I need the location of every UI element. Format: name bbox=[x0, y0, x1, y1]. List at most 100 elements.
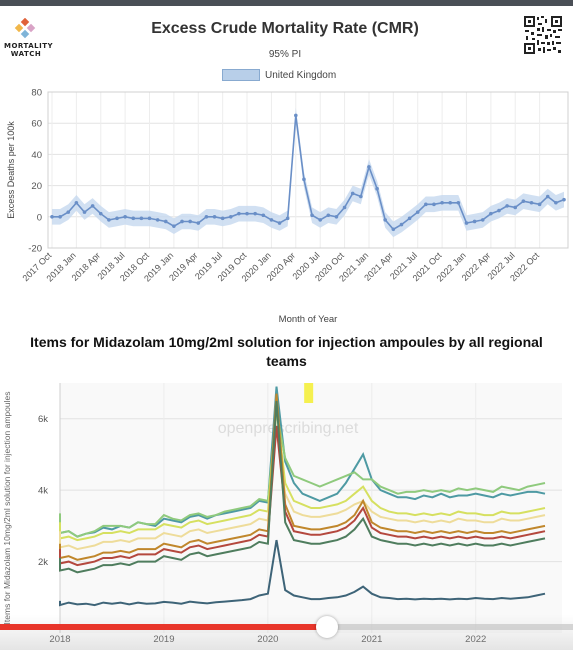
y-tick-label: 60 bbox=[31, 119, 42, 130]
data-point bbox=[554, 200, 558, 205]
data-point bbox=[399, 222, 404, 227]
data-point bbox=[407, 216, 412, 221]
data-point bbox=[220, 216, 225, 221]
series-line-2 bbox=[59, 411, 546, 538]
data-point bbox=[90, 204, 95, 208]
data-point bbox=[350, 191, 355, 196]
chart1-legend[interactable]: United Kingdom bbox=[222, 69, 336, 81]
series-line-4 bbox=[59, 425, 546, 551]
window-top-bar bbox=[0, 0, 573, 6]
data-point bbox=[285, 216, 290, 221]
series-line-united-kingdom bbox=[52, 115, 565, 231]
data-point bbox=[310, 213, 314, 218]
data-point bbox=[326, 213, 331, 218]
data-point bbox=[562, 197, 566, 202]
data-point bbox=[196, 221, 201, 225]
data-point bbox=[391, 227, 396, 232]
data-point bbox=[456, 200, 461, 205]
data-point bbox=[415, 210, 420, 214]
data-point bbox=[432, 202, 436, 207]
video-progress-scrubber[interactable] bbox=[315, 616, 338, 638]
x-tick-label: 2020 bbox=[257, 634, 278, 645]
x-tick-label: 2018 bbox=[49, 634, 70, 645]
x-tick-label: 2021 bbox=[361, 634, 382, 645]
logo-mark-icon bbox=[14, 17, 36, 39]
chart1-title: Excess Crude Mortality Rate (CMR) bbox=[151, 20, 419, 37]
y-tick-label: 6k bbox=[38, 414, 48, 425]
data-point bbox=[505, 204, 509, 208]
data-point bbox=[58, 215, 62, 219]
data-point bbox=[342, 205, 347, 210]
data-point bbox=[294, 113, 298, 118]
data-point bbox=[529, 200, 534, 205]
y-tick-label: 40 bbox=[31, 150, 42, 161]
logo-text-line2: WATCH bbox=[10, 50, 42, 58]
data-point bbox=[489, 211, 493, 216]
series-line-6 bbox=[59, 425, 546, 567]
chart2-title: Items for Midazolam 10mg/2ml solution fo… bbox=[30, 334, 543, 369]
midazolam-chart: 2k 4k 6k 2018 2019 2020 2021 2022 openprescribin… bbox=[2, 383, 562, 645]
data-point bbox=[359, 194, 363, 199]
x-tick-label: 2019 bbox=[153, 634, 174, 645]
data-point bbox=[50, 215, 54, 219]
y-tick-label: 0 bbox=[37, 212, 42, 223]
data-point bbox=[155, 218, 160, 222]
series-line-7 bbox=[59, 400, 546, 574]
data-point bbox=[172, 224, 176, 228]
data-point bbox=[131, 216, 136, 221]
data-point bbox=[107, 218, 111, 222]
data-point bbox=[537, 202, 542, 207]
logo-text-line1: MORTALITY bbox=[4, 42, 54, 50]
data-point bbox=[237, 211, 241, 216]
highlight-marker bbox=[304, 383, 314, 403]
y-tick-label: 80 bbox=[31, 88, 42, 99]
series-line-5 bbox=[59, 393, 546, 561]
data-point bbox=[261, 213, 266, 218]
data-point bbox=[245, 211, 249, 216]
data-point bbox=[513, 205, 518, 210]
data-point bbox=[383, 218, 388, 222]
data-point bbox=[521, 199, 526, 203]
mortality-watch-logo: MORTALITY WATCH bbox=[4, 17, 53, 62]
data-point bbox=[139, 216, 144, 221]
data-point bbox=[480, 218, 485, 222]
data-point bbox=[74, 200, 79, 205]
data-point bbox=[318, 218, 322, 222]
y-tick-label: 4k bbox=[38, 486, 48, 497]
data-point bbox=[180, 219, 184, 224]
data-point bbox=[123, 215, 127, 219]
data-point bbox=[163, 219, 168, 224]
legend-label-united-kingdom: United Kingdom bbox=[265, 69, 337, 81]
series-line-8 bbox=[59, 539, 546, 607]
video-player-controls bbox=[0, 615, 573, 650]
data-point bbox=[497, 208, 501, 213]
data-point bbox=[375, 186, 379, 191]
data-point bbox=[545, 194, 550, 199]
y-axis-title: Items for Midazolam 10mg/2ml solution fo… bbox=[2, 392, 12, 625]
watermark-text: openprescribing.net bbox=[218, 420, 359, 437]
y-tick-label: 20 bbox=[31, 181, 42, 192]
data-point bbox=[424, 202, 428, 207]
data-point bbox=[367, 165, 371, 169]
data-point bbox=[334, 215, 339, 219]
x-tick-label: 2022 bbox=[465, 634, 486, 645]
video-progress-played bbox=[0, 624, 327, 630]
data-point bbox=[253, 211, 257, 216]
data-point bbox=[464, 221, 469, 225]
data-point bbox=[66, 210, 71, 214]
data-point bbox=[440, 200, 444, 205]
data-point bbox=[448, 200, 453, 205]
data-point bbox=[82, 210, 87, 214]
data-point bbox=[212, 215, 217, 219]
y-axis-title: Excess Deaths per 100k bbox=[6, 121, 16, 219]
series-line-3 bbox=[59, 407, 546, 542]
qr-code-icon bbox=[523, 15, 563, 55]
data-point bbox=[472, 219, 477, 224]
data-point bbox=[188, 219, 192, 224]
plot-frame bbox=[47, 91, 569, 249]
data-point bbox=[228, 215, 233, 219]
data-point bbox=[277, 221, 282, 225]
data-point bbox=[204, 215, 209, 219]
y-tick-label: 2k bbox=[38, 557, 48, 568]
